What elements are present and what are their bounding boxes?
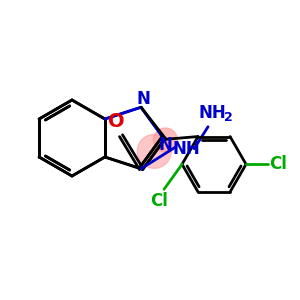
Text: NH: NH bbox=[172, 140, 200, 158]
Text: NH: NH bbox=[198, 104, 226, 122]
Text: Cl: Cl bbox=[269, 155, 287, 173]
Circle shape bbox=[137, 134, 171, 168]
Text: N: N bbox=[158, 136, 172, 154]
Circle shape bbox=[153, 128, 177, 152]
Text: N: N bbox=[136, 90, 150, 108]
Text: Cl: Cl bbox=[150, 192, 168, 210]
Text: O: O bbox=[108, 112, 124, 131]
Text: 2: 2 bbox=[224, 111, 233, 124]
